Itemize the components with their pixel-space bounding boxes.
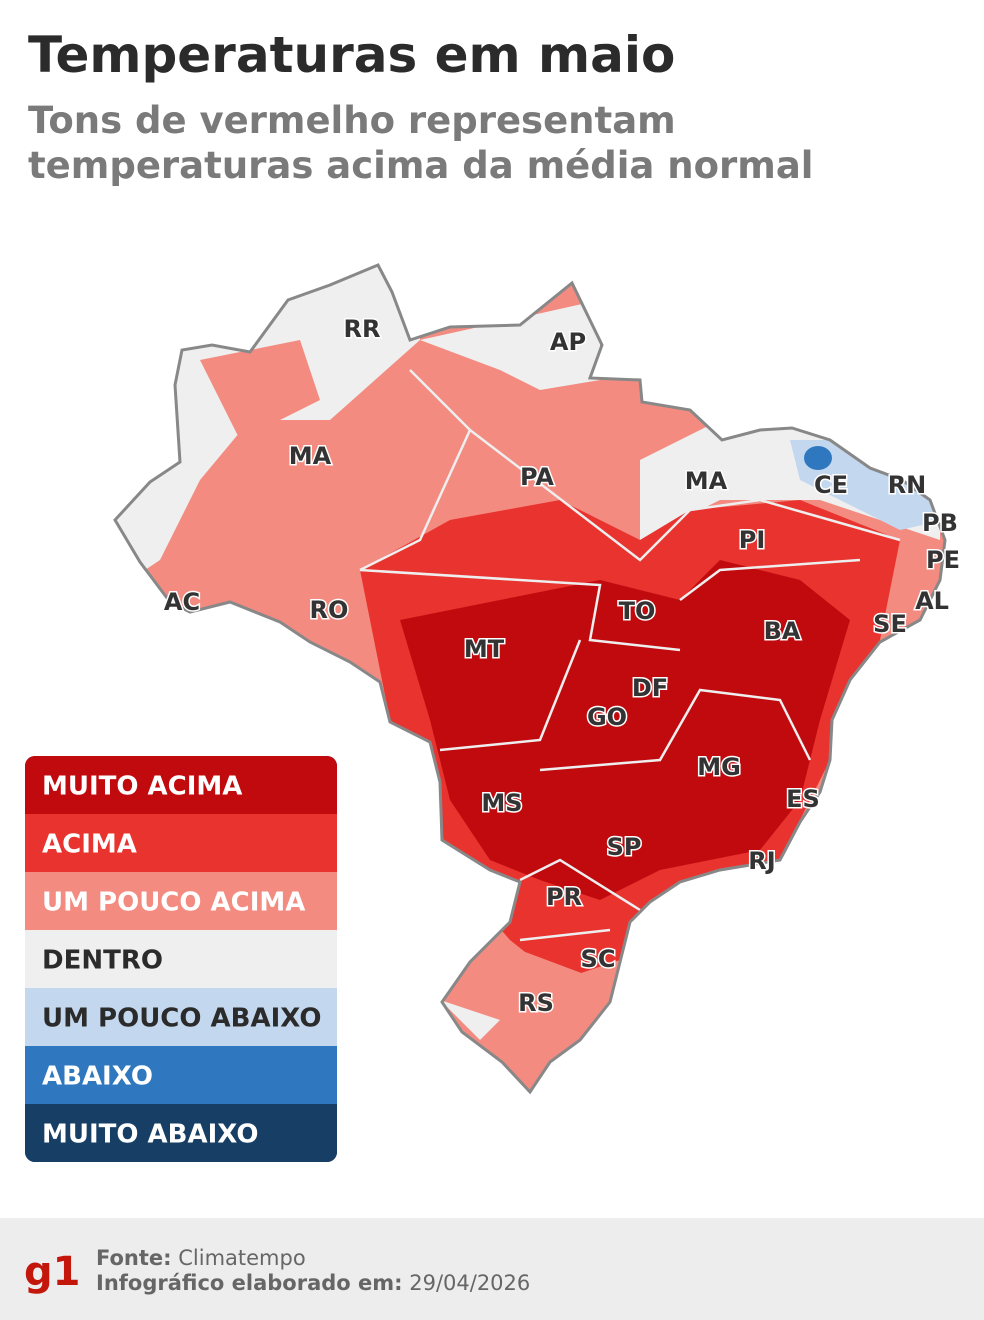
state-label: GO <box>587 703 627 731</box>
date: Infográfico elaborado em: 29/04/2026 <box>96 1271 530 1295</box>
state-label: MT <box>464 635 505 663</box>
state-label: AP <box>550 328 586 356</box>
legend-swatch <box>25 988 337 1047</box>
legend-label: MUITO ABAIXO <box>42 1120 259 1150</box>
legend-items <box>25 756 337 1162</box>
source-label: Fonte: <box>96 1246 172 1270</box>
state-label: SC <box>581 945 616 973</box>
state-label: MG <box>697 753 741 781</box>
state-label: TO <box>619 597 656 625</box>
state-label: CE <box>814 471 848 499</box>
region <box>400 560 850 900</box>
state-label: ES <box>786 785 820 813</box>
state-borders <box>359 369 901 942</box>
legend-label: DENTRO <box>42 946 163 976</box>
region <box>200 340 320 440</box>
legend-swatch <box>25 930 337 989</box>
subtitle: temperaturas acima da média normal <box>28 144 813 187</box>
state-label: SP <box>607 833 642 861</box>
legend-label: ABAIXO <box>42 1062 153 1092</box>
state-label: PA <box>520 463 554 491</box>
date-value: 29/04/2026 <box>409 1271 530 1295</box>
state-label: RN <box>888 471 927 499</box>
state-label: AC <box>164 588 200 616</box>
state-label: RJ <box>748 847 775 875</box>
state-label: SE <box>873 610 907 638</box>
subtitle: Tons de vermelho representam <box>28 99 676 142</box>
legend-swatch <box>25 1104 337 1162</box>
legend-label: ACIMA <box>42 830 137 860</box>
state-label: RR <box>344 315 381 343</box>
region <box>804 446 832 470</box>
legend-swatch <box>25 1046 337 1105</box>
source-value: Climatempo <box>178 1246 305 1270</box>
state-label: AL <box>915 587 949 615</box>
state-label: PB <box>922 509 958 537</box>
region <box>420 300 600 390</box>
region <box>440 950 600 1050</box>
state-label: RS <box>518 989 554 1017</box>
state-label: PE <box>926 546 960 574</box>
state-label: PR <box>546 883 582 911</box>
title: Temperaturas em maio <box>28 26 675 84</box>
state-label: PI <box>739 526 766 554</box>
legend-label: MUITO ACIMA <box>42 772 242 802</box>
state-label: MS <box>481 789 522 817</box>
date-label: Infográfico elaborado em: <box>96 1271 403 1295</box>
footer <box>0 1218 984 1320</box>
legend-label: UM POUCO ACIMA <box>42 888 305 918</box>
source: Fonte: Climatempo <box>96 1246 306 1270</box>
state-label: MA <box>685 467 728 495</box>
state-label: BA <box>764 617 801 645</box>
logo: g1 <box>24 1249 80 1295</box>
region <box>440 1000 500 1040</box>
legend-label: UM POUCO ABAIXO <box>42 1004 322 1034</box>
state-label: RO <box>310 596 349 624</box>
state-label: MA <box>289 442 332 470</box>
legend-swatch <box>25 756 337 815</box>
legend-swatch <box>25 872 337 931</box>
legend-swatch <box>25 814 337 873</box>
state-label: DF <box>632 674 668 702</box>
legend: MUITO ACIMA ACIMA UM POUCO ACIMA DENTRO UM P… <box>25 756 337 1162</box>
